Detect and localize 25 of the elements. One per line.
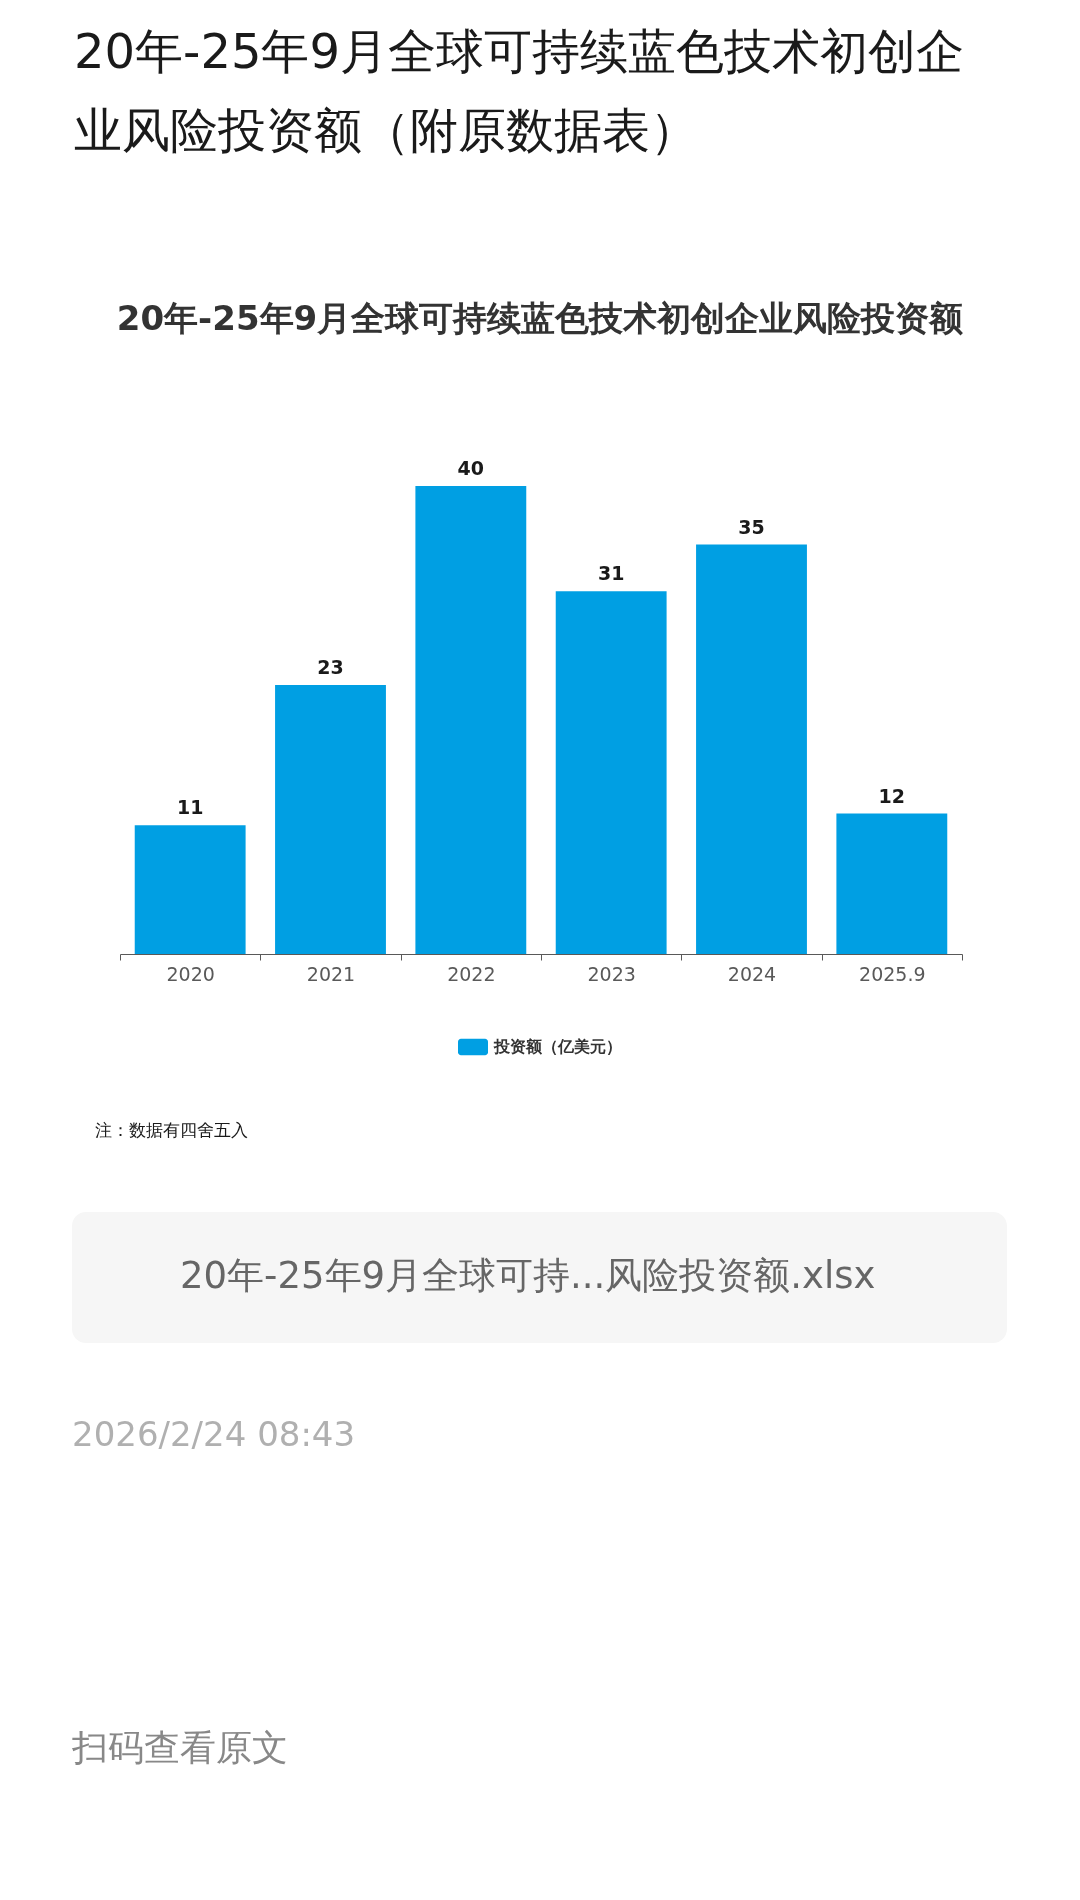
data-label: 23 (317, 655, 344, 678)
text: 2026/2/24 08:43 (72, 1414, 356, 1454)
legend-label: 投资额（亿美元） (493, 1037, 622, 1056)
x-tick-label: 2024 (727, 962, 777, 985)
bar (696, 544, 807, 954)
bar (134, 825, 246, 954)
data-label: 11 (176, 796, 204, 819)
chart-title: 20年-25年9月全球可持续蓝色技术初创企业风险投资额（附原数据表） (74, 23, 965, 158)
bar (415, 486, 527, 954)
x-tick-label: 2021 (306, 962, 356, 985)
x-tick-label: 2023 (587, 962, 636, 985)
text: 注：数据有四舍五入 (95, 1120, 248, 1140)
bar (275, 684, 386, 954)
x-tick-label: 2020 (166, 962, 215, 985)
bar (555, 591, 667, 954)
data-label: 40 (457, 457, 485, 479)
text: 20年-25年9月全球可持...风险投资额.xlsx (180, 1254, 876, 1297)
chart-subtitle: 20年-25年9月全球可持续蓝色技术初创企业风险投资额 (116, 298, 964, 338)
bar (836, 813, 948, 954)
data-label: 35 (738, 515, 765, 538)
data-label: 12 (878, 784, 906, 807)
x-tick-label: 2022 (447, 962, 496, 985)
x-tick-label: 2025.9 (859, 962, 926, 985)
data-label: 31 (597, 562, 625, 585)
text: 扫码查看原文 (71, 1727, 288, 1768)
